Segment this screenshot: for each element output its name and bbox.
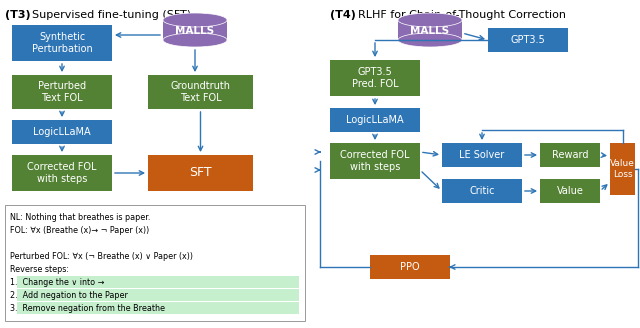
Ellipse shape <box>163 13 227 27</box>
Ellipse shape <box>398 33 462 47</box>
FancyBboxPatch shape <box>610 143 635 195</box>
Text: SFT: SFT <box>189 167 212 179</box>
FancyBboxPatch shape <box>12 155 112 191</box>
Text: LogicLLaMA: LogicLLaMA <box>346 115 404 125</box>
Text: (T4): (T4) <box>330 10 356 20</box>
FancyBboxPatch shape <box>148 155 253 191</box>
FancyBboxPatch shape <box>540 143 600 167</box>
Text: Reverse steps:: Reverse steps: <box>10 265 69 274</box>
Ellipse shape <box>398 13 462 27</box>
Text: Supervised fine-tuning (SFT): Supervised fine-tuning (SFT) <box>32 10 191 20</box>
Text: (T3): (T3) <box>5 10 31 20</box>
Text: PPO: PPO <box>400 262 420 272</box>
FancyBboxPatch shape <box>540 179 600 203</box>
Text: Value
Loss: Value Loss <box>610 159 635 179</box>
FancyBboxPatch shape <box>442 179 522 203</box>
FancyBboxPatch shape <box>12 120 112 144</box>
Text: 3.  Remove negation from the Breathe: 3. Remove negation from the Breathe <box>10 304 165 313</box>
Text: Corrected FOL
with steps: Corrected FOL with steps <box>28 162 97 184</box>
Text: 2.  Add negation to the Paper: 2. Add negation to the Paper <box>10 291 128 300</box>
Text: LE Solver: LE Solver <box>460 150 504 160</box>
Bar <box>163 20 227 40</box>
FancyBboxPatch shape <box>370 255 450 279</box>
FancyBboxPatch shape <box>17 276 299 288</box>
Text: 1.  Change the ∨ into →: 1. Change the ∨ into → <box>10 278 104 287</box>
FancyBboxPatch shape <box>17 289 299 300</box>
FancyBboxPatch shape <box>442 143 522 167</box>
Text: Corrected FOL
with steps: Corrected FOL with steps <box>340 150 410 172</box>
FancyBboxPatch shape <box>330 108 420 132</box>
FancyBboxPatch shape <box>148 75 253 109</box>
Text: NL: Nothing that breathes is paper.: NL: Nothing that breathes is paper. <box>10 213 150 222</box>
FancyBboxPatch shape <box>12 25 112 61</box>
Text: Critic: Critic <box>469 186 495 196</box>
Text: GPT3.5: GPT3.5 <box>511 35 545 45</box>
FancyBboxPatch shape <box>12 75 112 109</box>
FancyBboxPatch shape <box>330 143 420 179</box>
Text: Perturbed FOL: ∀x (¬ Breathe (x) ∨ Paper (x)): Perturbed FOL: ∀x (¬ Breathe (x) ∨ Paper… <box>10 252 193 261</box>
FancyBboxPatch shape <box>330 60 420 96</box>
Text: GPT3.5
Pred. FOL: GPT3.5 Pred. FOL <box>352 67 398 89</box>
Text: Value: Value <box>557 186 584 196</box>
FancyBboxPatch shape <box>5 205 305 321</box>
Text: Perturbed
Text FOL: Perturbed Text FOL <box>38 81 86 103</box>
Text: LogicLLaMA: LogicLLaMA <box>33 127 91 137</box>
Text: Groundtruth
Text FOL: Groundtruth Text FOL <box>170 81 230 103</box>
FancyBboxPatch shape <box>488 28 568 52</box>
Ellipse shape <box>163 33 227 47</box>
Text: FOL: ∀x (Breathe (x)→ ¬ Paper (x)): FOL: ∀x (Breathe (x)→ ¬ Paper (x)) <box>10 226 149 235</box>
Text: MALLS: MALLS <box>410 26 449 36</box>
Bar <box>398 20 462 40</box>
Text: Synthetic
Perturbation: Synthetic Perturbation <box>31 32 92 54</box>
Text: MALLS: MALLS <box>175 26 214 36</box>
Text: RLHF for Chain-of-Thought Correction: RLHF for Chain-of-Thought Correction <box>358 10 566 20</box>
FancyBboxPatch shape <box>17 301 299 314</box>
Text: Reward: Reward <box>552 150 588 160</box>
